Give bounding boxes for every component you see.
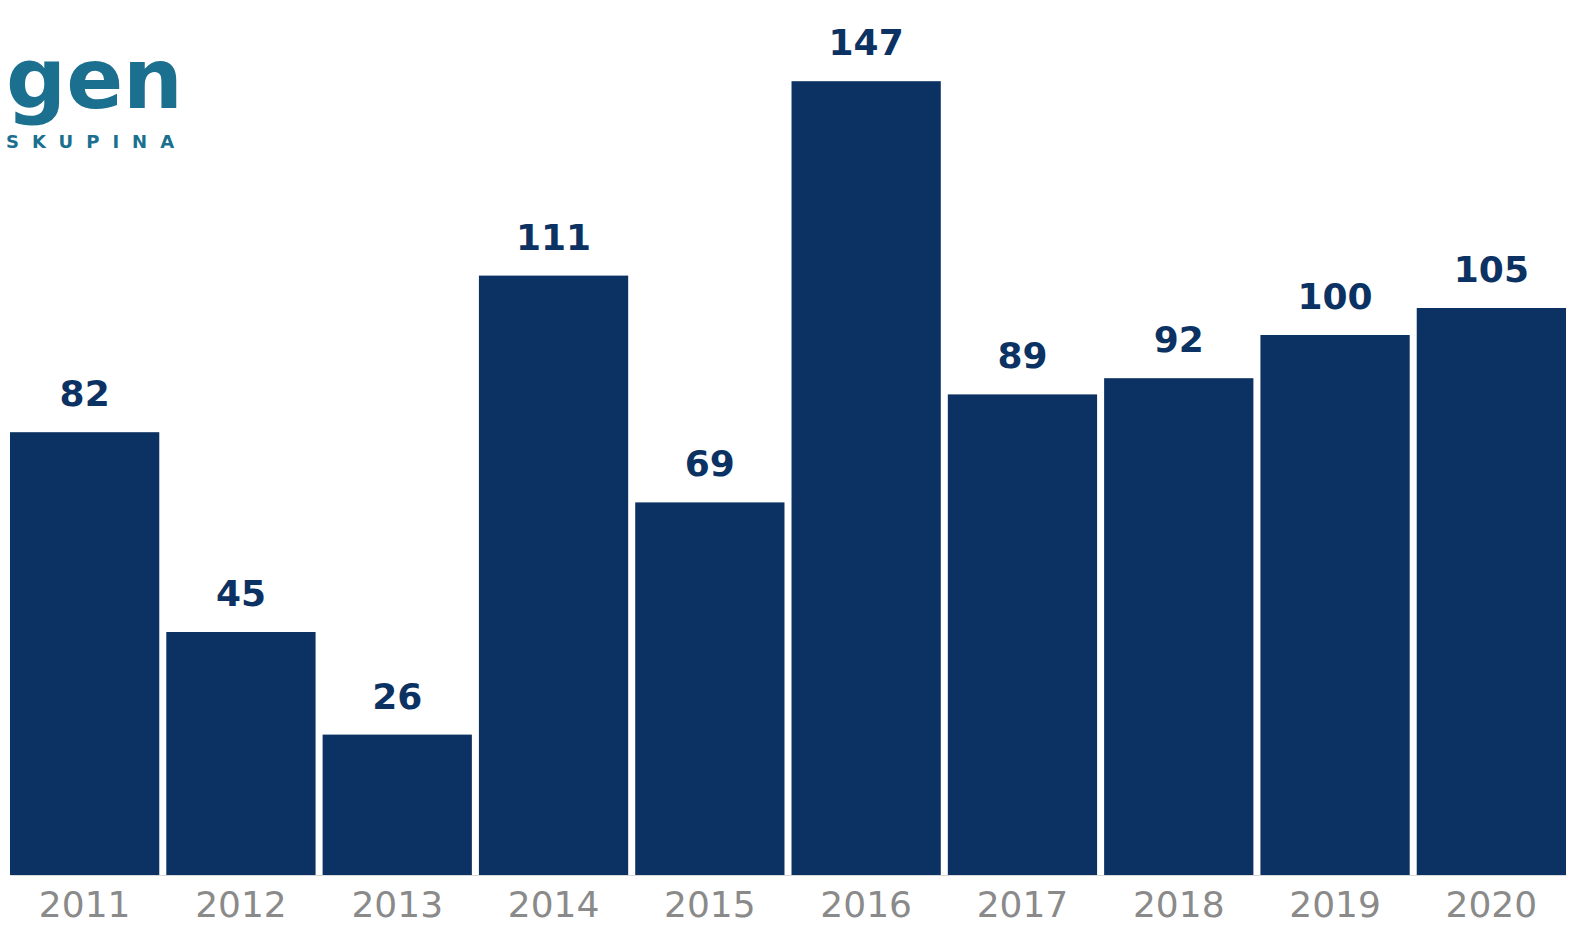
x-tick-label: 2016: [820, 884, 912, 925]
x-tick: 2012: [195, 875, 287, 925]
chart: genSKUPINA824526111691478992100105201120…: [0, 0, 1574, 933]
x-tick: 2015: [664, 875, 756, 925]
bar: [792, 81, 941, 875]
x-tick-label: 2017: [977, 884, 1069, 925]
bar: [1260, 335, 1409, 875]
title: gen: [6, 30, 183, 128]
x-axis: 2011 2012 2013 2014 2015 2016 2017 2018 2019 2020: [11, 875, 1567, 925]
subtitle: SKUPINA: [6, 131, 187, 152]
x-tick-label: 2018: [1133, 884, 1225, 925]
data-label: 100: [1297, 276, 1372, 317]
bar: [166, 632, 315, 875]
x-tick-label: 2013: [351, 884, 443, 925]
bar: [1104, 378, 1253, 875]
data-label: 105: [1454, 249, 1529, 290]
bar: [635, 502, 784, 875]
bar: [323, 735, 472, 875]
data-label: 45: [216, 573, 266, 614]
x-tick-label: 2011: [39, 884, 131, 925]
x-tick: 2014: [508, 875, 600, 925]
bar: [948, 394, 1097, 875]
x-axis-line: [11, 875, 1567, 876]
data-label: 147: [829, 22, 904, 63]
x-tick: 2011: [39, 875, 131, 925]
bar: [10, 432, 159, 875]
x-tick: 2018: [1133, 875, 1225, 925]
x-tick-label: 2019: [1289, 884, 1381, 925]
x-tick-label: 2014: [508, 884, 600, 925]
data-label: 111: [516, 217, 591, 258]
data-labels: 82 45 26 111 69 147 89 92 100 105: [60, 22, 1529, 716]
x-tick: 2013: [351, 875, 443, 925]
data-label: 82: [60, 373, 110, 414]
bars: [10, 81, 1566, 875]
x-tick: 2020: [1446, 875, 1538, 925]
data-label: 89: [997, 335, 1047, 376]
x-tick: 2017: [977, 875, 1069, 925]
data-label: 26: [372, 676, 422, 717]
x-tick: 2016: [820, 875, 912, 925]
x-tick-label: 2015: [664, 884, 756, 925]
x-tick: 2019: [1289, 875, 1381, 925]
bar: [1417, 308, 1566, 875]
x-tick-label: 2020: [1446, 884, 1538, 925]
bar: [479, 276, 628, 875]
data-label: 92: [1154, 319, 1204, 360]
data-label: 69: [685, 443, 735, 484]
x-tick-label: 2012: [195, 884, 287, 925]
